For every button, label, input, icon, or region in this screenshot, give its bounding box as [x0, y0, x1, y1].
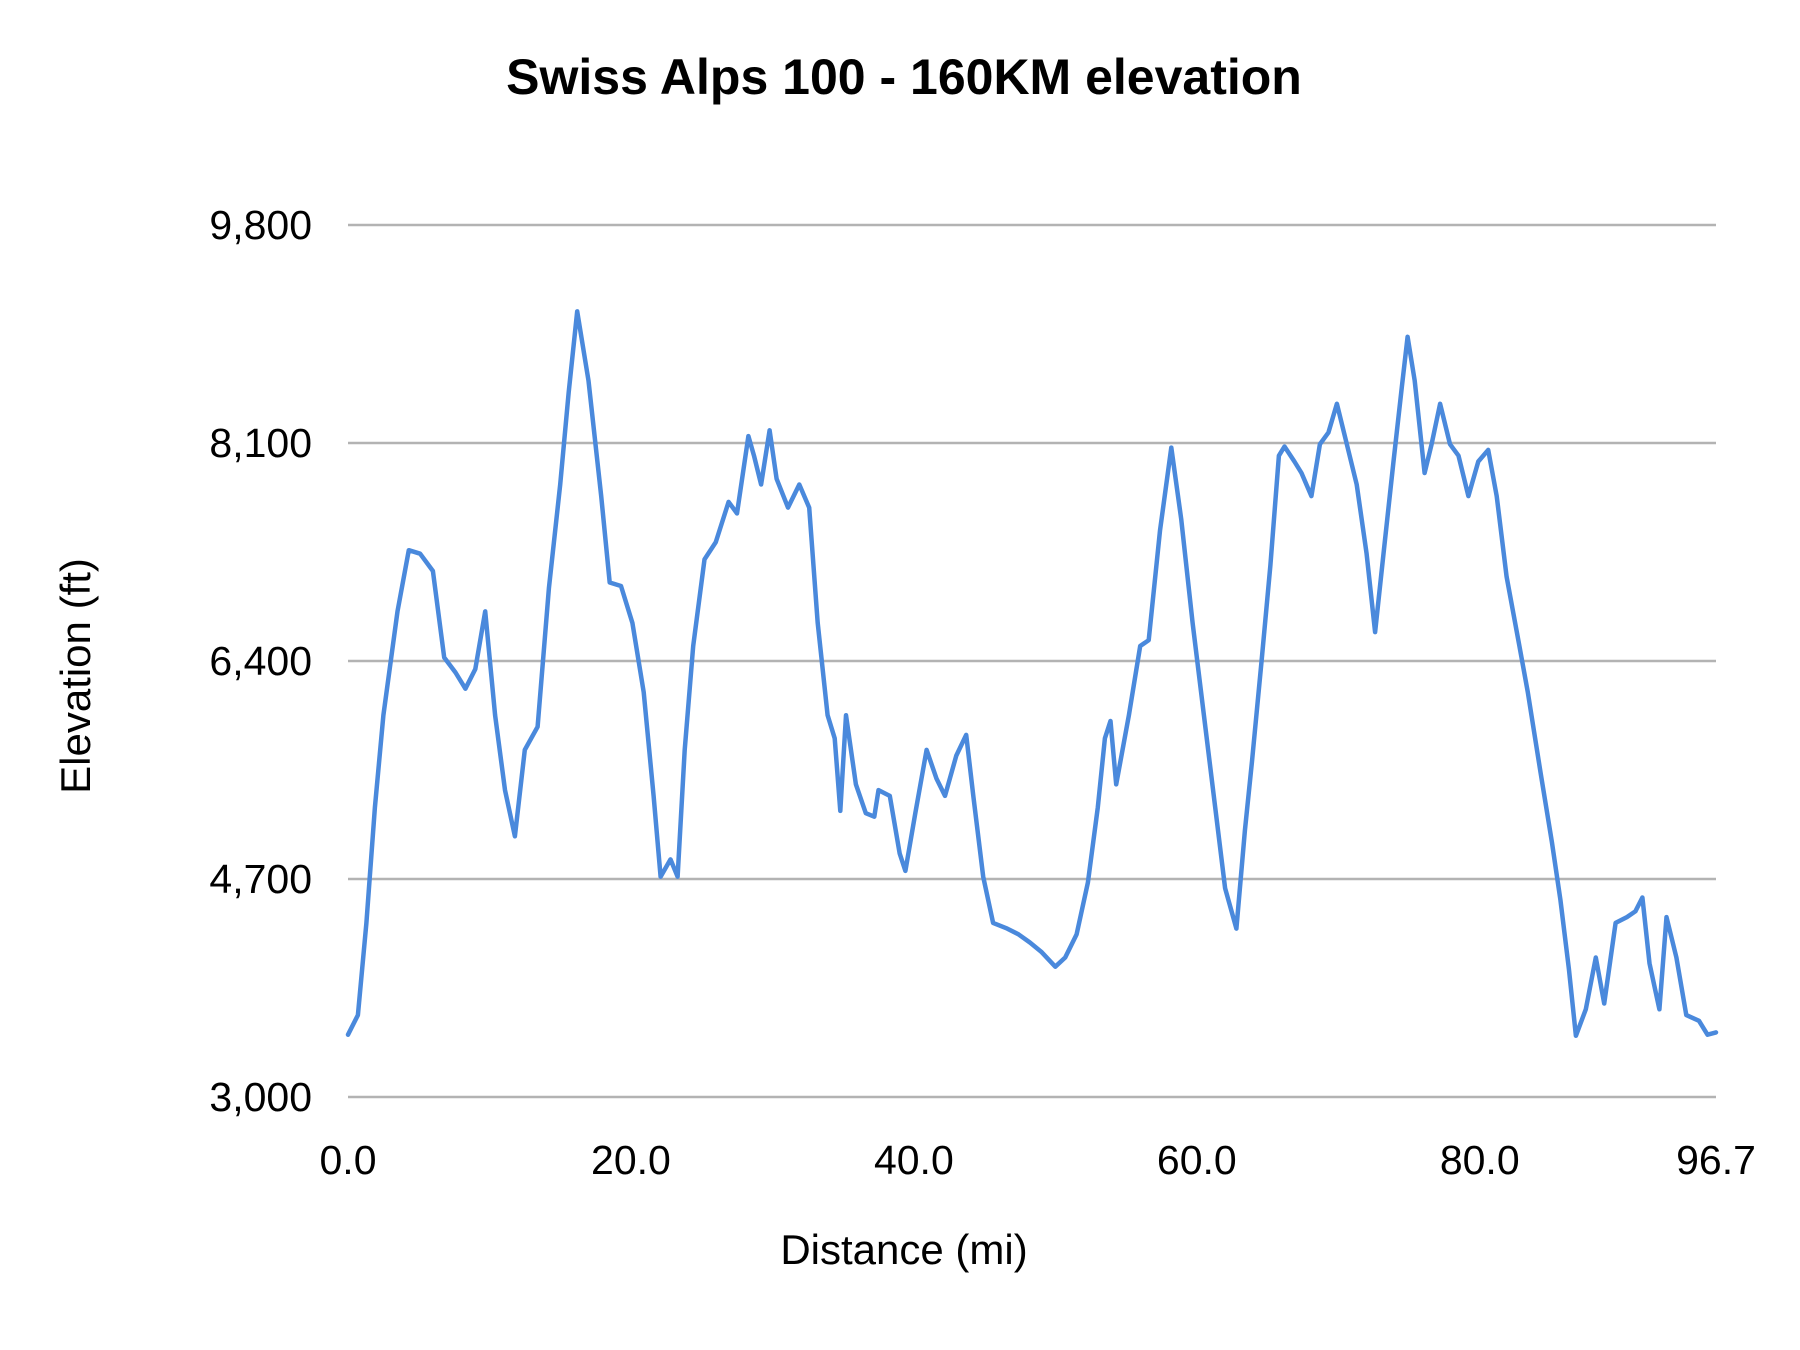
- x-tick-label: 96.7: [1676, 1137, 1756, 1183]
- y-tick-label: 8,100: [209, 420, 312, 466]
- x-axis-label: Distance (mi): [780, 1226, 1027, 1273]
- elevation-series-line: [345, 309, 1719, 1039]
- x-tick-label: 40.0: [874, 1137, 954, 1183]
- y-tick-label: 9,800: [209, 202, 312, 248]
- gridlines: [348, 223, 1716, 1099]
- x-axis-ticks: 0.0 20.0 40.0 60.0 80.0 96.7: [320, 1137, 1756, 1183]
- y-tick-label: 6,400: [209, 638, 312, 684]
- x-tick-label: 60.0: [1157, 1137, 1237, 1183]
- x-tick-label: 20.0: [591, 1137, 671, 1183]
- y-axis-ticks: 9,800 8,100 6,400 4,700 3,000: [209, 202, 312, 1120]
- x-tick-label: 80.0: [1440, 1137, 1520, 1183]
- x-tick-label: 0.0: [320, 1137, 377, 1183]
- y-tick-label: 4,700: [209, 856, 312, 902]
- chart-title: Swiss Alps 100 - 160KM elevation: [506, 49, 1302, 105]
- y-tick-label: 3,000: [209, 1074, 312, 1120]
- y-axis-label: Elevation (ft): [52, 558, 99, 794]
